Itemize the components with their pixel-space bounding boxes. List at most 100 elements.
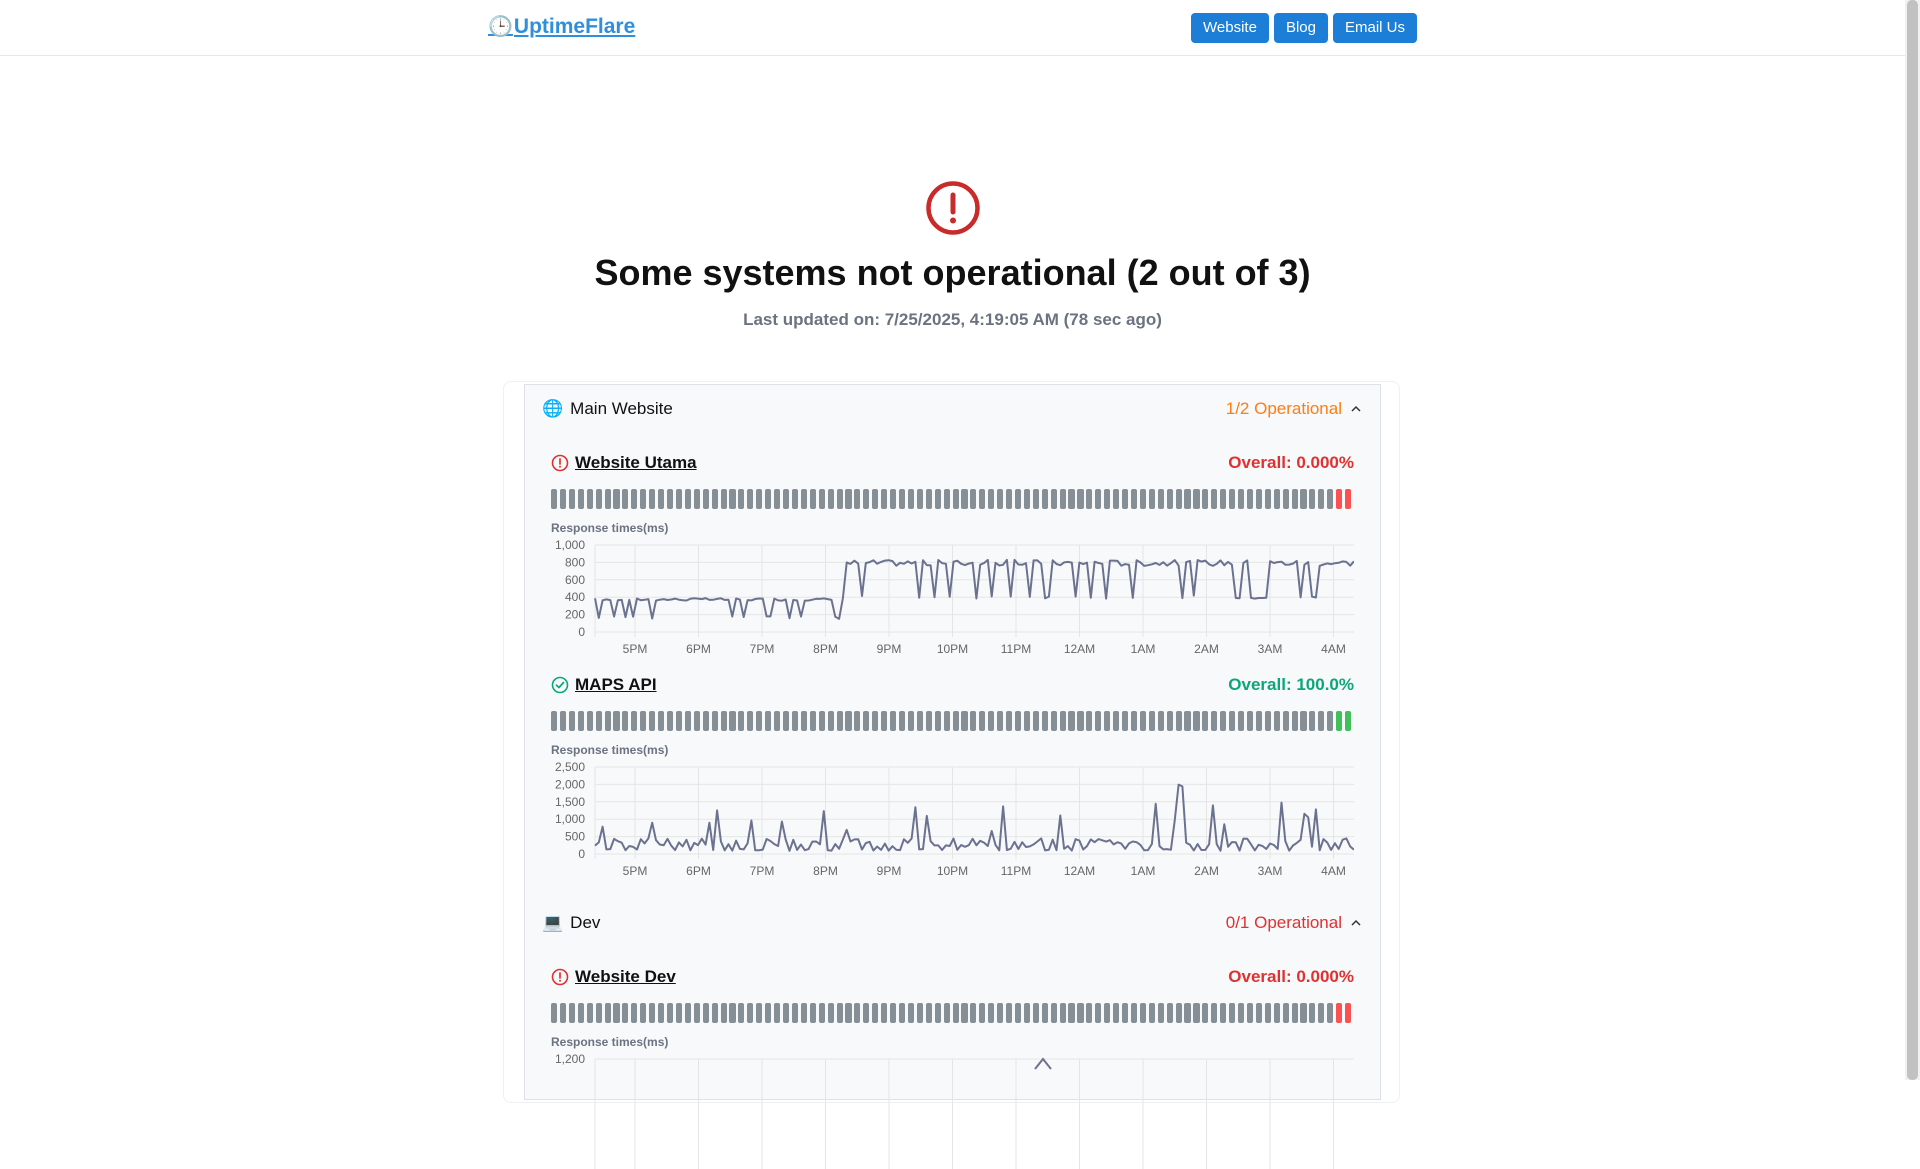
uptime-bar[interactable] [836, 711, 843, 731]
uptime-bar[interactable] [1095, 1003, 1102, 1023]
page-scrollbar[interactable] [1905, 0, 1920, 1080]
uptime-bar[interactable] [1300, 489, 1307, 509]
uptime-bar[interactable] [774, 1003, 781, 1023]
uptime-bar[interactable] [827, 489, 834, 509]
uptime-bar[interactable] [782, 711, 790, 731]
uptime-bar[interactable] [658, 1003, 665, 1023]
uptime-bar[interactable] [666, 1003, 674, 1023]
uptime-bar[interactable] [684, 711, 691, 731]
uptime-bar[interactable] [658, 489, 665, 509]
uptime-bar[interactable] [916, 711, 923, 731]
uptime-bar[interactable] [568, 489, 575, 509]
uptime-bar[interactable] [604, 1003, 611, 1023]
uptime-bar[interactable] [1264, 1003, 1271, 1023]
uptime-bar[interactable] [702, 489, 709, 509]
uptime-bar[interactable] [1041, 489, 1048, 509]
uptime-bar[interactable] [568, 1003, 575, 1023]
uptime-bar[interactable] [1291, 489, 1298, 509]
uptime-bar[interactable] [898, 1003, 906, 1023]
uptime-bar[interactable] [586, 711, 593, 731]
uptime-bar[interactable] [863, 489, 870, 509]
uptime-bar[interactable] [881, 489, 888, 509]
uptime-bar[interactable] [711, 711, 718, 731]
uptime-bar[interactable] [568, 711, 575, 731]
uptime-bar[interactable] [854, 1003, 861, 1023]
uptime-bar[interactable] [666, 489, 674, 509]
uptime-bar[interactable] [729, 1003, 736, 1023]
uptime-bar[interactable] [1255, 489, 1262, 509]
uptime-bar[interactable] [1014, 1003, 1022, 1023]
uptime-bar[interactable] [613, 1003, 620, 1023]
uptime-bar[interactable] [1264, 489, 1271, 509]
uptime-bar[interactable] [1086, 711, 1093, 731]
uptime-bar[interactable] [1068, 1003, 1075, 1023]
uptime-bar[interactable] [863, 1003, 870, 1023]
nav-website-button[interactable]: Website [1191, 13, 1269, 43]
uptime-bar[interactable] [595, 1003, 602, 1023]
uptime-bar[interactable] [1050, 711, 1057, 731]
uptime-bar[interactable] [631, 489, 638, 509]
uptime-bar[interactable] [997, 1003, 1004, 1023]
uptime-bar[interactable] [1059, 1003, 1066, 1023]
uptime-bar[interactable] [1318, 711, 1325, 731]
uptime-bar[interactable] [666, 711, 674, 731]
uptime-bar[interactable] [1184, 489, 1191, 509]
uptime-bar[interactable] [1041, 711, 1048, 731]
uptime-bar[interactable] [1014, 489, 1022, 509]
uptime-bar[interactable] [756, 489, 763, 509]
uptime-bar[interactable] [604, 711, 611, 731]
uptime-bar[interactable] [800, 489, 807, 509]
uptime-bar[interactable] [925, 489, 932, 509]
uptime-bar[interactable] [622, 711, 629, 731]
uptime-bar[interactable] [631, 711, 638, 731]
uptime-bar[interactable] [1068, 489, 1075, 509]
uptime-bar[interactable] [1238, 711, 1245, 731]
uptime-bar[interactable] [1300, 1003, 1307, 1023]
uptime-bar[interactable] [1130, 489, 1138, 509]
uptime-bar[interactable] [1264, 711, 1271, 731]
uptime-bar[interactable] [586, 489, 593, 509]
uptime-bar[interactable] [943, 489, 950, 509]
uptime-bar[interactable] [1148, 489, 1155, 509]
chevron-up-icon[interactable] [1350, 403, 1362, 415]
uptime-bar[interactable] [925, 1003, 932, 1023]
uptime-bar[interactable] [1006, 1003, 1013, 1023]
uptime-bar[interactable] [1309, 711, 1316, 731]
group-header[interactable]: 🌐 Main Website 1/2 Operational [525, 385, 1380, 435]
uptime-bar[interactable] [640, 711, 647, 731]
uptime-bar[interactable] [1086, 1003, 1093, 1023]
uptime-bar[interactable] [702, 1003, 709, 1023]
uptime-bar[interactable] [1166, 711, 1173, 731]
uptime-bar[interactable] [1309, 489, 1316, 509]
uptime-bar[interactable] [720, 1003, 727, 1023]
uptime-bar[interactable] [988, 1003, 995, 1023]
uptime-bar[interactable] [800, 1003, 807, 1023]
uptime-bar[interactable] [1157, 489, 1164, 509]
uptime-bar[interactable] [613, 711, 620, 731]
uptime-bar[interactable] [1104, 489, 1111, 509]
uptime-bar[interactable] [559, 489, 567, 509]
uptime-bar[interactable] [1148, 711, 1155, 731]
uptime-bar[interactable] [1202, 1003, 1209, 1023]
uptime-bar[interactable] [881, 711, 888, 731]
monitor-name-link[interactable]: Website Utama [551, 453, 697, 473]
uptime-bar[interactable] [791, 1003, 798, 1023]
uptime-bar[interactable] [693, 711, 700, 731]
uptime-bar[interactable] [1032, 1003, 1039, 1023]
uptime-bar[interactable] [1095, 489, 1102, 509]
uptime-bar[interactable] [658, 711, 665, 731]
uptime-bar[interactable] [1077, 1003, 1084, 1023]
uptime-bar[interactable] [1059, 711, 1066, 731]
uptime-bar[interactable] [1130, 711, 1138, 731]
uptime-bar[interactable] [952, 711, 959, 731]
uptime-bar[interactable] [738, 489, 745, 509]
uptime-bar[interactable] [1229, 489, 1236, 509]
uptime-bar[interactable] [551, 1003, 558, 1023]
uptime-bar[interactable] [738, 711, 745, 731]
uptime-bar[interactable] [1130, 1003, 1138, 1023]
uptime-bar[interactable] [890, 1003, 897, 1023]
uptime-bar[interactable] [551, 489, 558, 509]
chevron-up-icon[interactable] [1350, 917, 1362, 929]
uptime-bar[interactable] [970, 489, 977, 509]
uptime-bar[interactable] [720, 489, 727, 509]
